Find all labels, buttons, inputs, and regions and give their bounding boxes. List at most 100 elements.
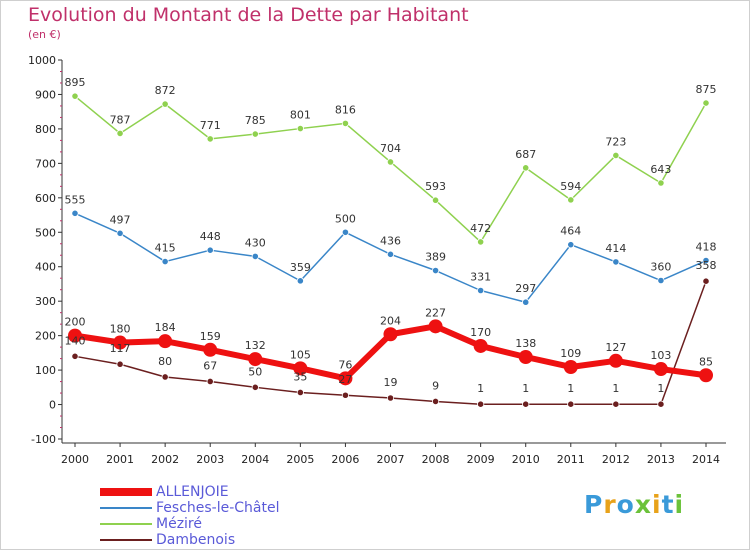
data-point [206,135,214,143]
data-label: 895 [65,76,86,89]
data-point [68,328,82,343]
data-point [251,130,259,138]
x-tick-label: 2013 [647,453,675,466]
series-line-m-zir- [74,95,707,243]
data-label: 500 [335,212,356,225]
data-point [431,196,440,204]
x-tick-label: 2011 [557,453,585,466]
data-label: 184 [155,321,176,334]
data-label: 138 [515,337,536,350]
data-point [699,368,713,383]
chart-title: Evolution du Montant de la Dette par Hab… [28,4,469,26]
data-point [702,277,710,285]
data-point [341,119,350,127]
x-tick-label: 2012 [602,453,630,466]
y-tick-label: 1000 [28,54,56,67]
data-point [161,100,169,108]
data-point [477,400,485,408]
data-label: 132 [245,339,266,352]
legend-item: Dambenois [100,532,280,548]
y-tick-label: 600 [35,192,56,205]
data-point [158,334,173,349]
logo-letter: i [674,490,685,519]
data-point [248,352,263,367]
logo-letter: P [584,490,604,519]
data-label: 9 [432,379,439,392]
data-label: 109 [560,347,581,360]
data-point [567,241,575,249]
data-point [657,179,665,187]
data-point [657,400,665,408]
data-label: 594 [560,180,581,193]
data-label: 227 [425,306,446,319]
data-label: 497 [110,213,131,226]
data-point [71,92,79,100]
x-tick-label: 2010 [512,453,540,466]
y-tick-label: 700 [35,157,56,170]
data-label: 67 [203,359,217,372]
data-label: 85 [699,355,713,368]
data-label: 1 [612,382,619,395]
data-label: 389 [425,251,446,264]
y-tick-label: 100 [35,364,56,377]
data-point [116,129,124,137]
data-label: 1 [567,382,574,395]
legend-item: Fesches-le-Châtel [100,500,280,516]
x-tick-label: 2008 [422,453,450,466]
data-point [296,388,304,397]
legend-swatch [100,539,152,541]
y-tick-label: 900 [35,88,56,101]
data-point [383,327,398,342]
data-label: 875 [696,83,717,96]
legend-label: Méziré [156,516,202,532]
data-label: 331 [470,271,491,284]
legend-item: Méziré [100,516,280,532]
y-tick-label: 500 [35,226,56,239]
data-point [203,342,218,357]
legend-label: Dambenois [156,532,236,548]
data-point [431,266,440,275]
data-point [206,377,214,386]
x-tick-label: 2001 [106,453,134,466]
data-label: 117 [110,342,131,355]
data-point [522,164,530,172]
legend-swatch [100,523,152,525]
legend-label: ALLENJOIE [156,484,229,500]
data-point [522,298,530,306]
x-tick-label: 2002 [151,453,179,466]
data-label: 816 [335,103,356,116]
data-label: 436 [380,234,401,247]
logo-letter: o [616,490,635,519]
data-label: 180 [110,323,131,336]
data-point [612,258,620,266]
data-label: 418 [696,241,717,254]
data-label: 1 [657,382,664,395]
data-point [567,196,575,204]
data-label: 127 [605,341,626,354]
data-point [653,362,668,377]
y-tick-label: 0 [49,399,56,412]
logo-letter: t [661,490,675,519]
y-tick-label: 300 [35,295,56,308]
data-label: 1 [477,382,484,395]
data-label: 27 [338,373,352,386]
data-point [116,360,124,368]
data-label: 297 [515,282,536,295]
data-label: 414 [605,242,626,255]
data-point [113,335,128,350]
data-point [612,400,620,408]
data-label: 35 [293,370,307,383]
data-point [338,371,353,386]
data-label: 555 [65,193,86,206]
data-label: 430 [245,236,266,249]
legend-label: Fesches-le-Châtel [156,500,280,516]
data-label: 787 [110,113,131,126]
data-label: 643 [650,163,671,176]
data-label: 448 [200,230,221,243]
data-label: 204 [380,314,401,327]
data-point [612,151,620,160]
data-point [251,252,259,260]
x-tick-label: 2009 [467,453,495,466]
